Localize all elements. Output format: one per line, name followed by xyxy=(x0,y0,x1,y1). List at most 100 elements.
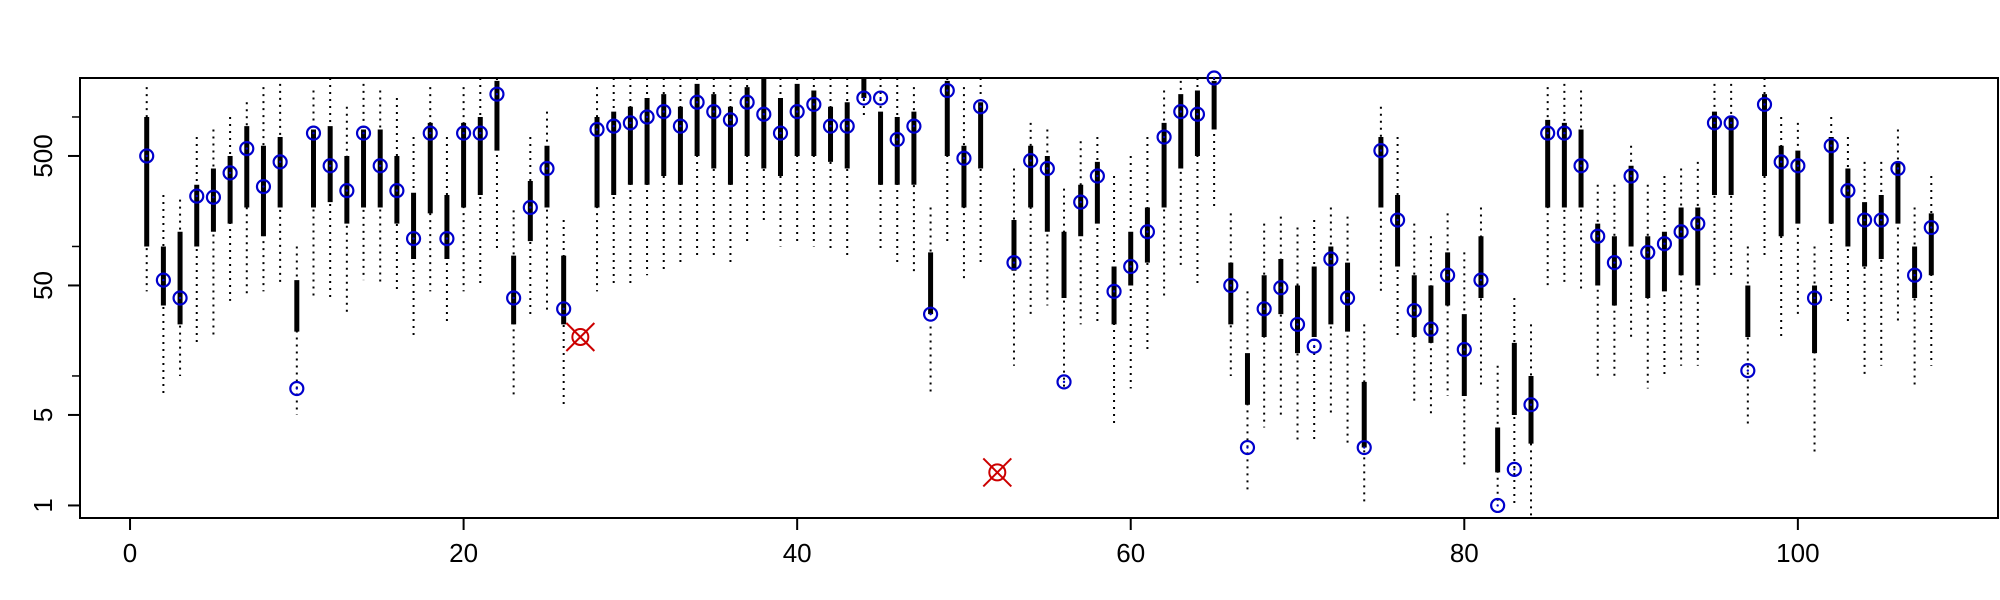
data-point xyxy=(506,290,522,306)
data-point xyxy=(1573,158,1589,174)
data-point xyxy=(1189,106,1206,122)
data-point xyxy=(255,178,272,195)
data-point-center xyxy=(1696,222,1699,225)
data-point xyxy=(1206,70,1222,86)
data-point xyxy=(1523,397,1539,413)
x-axis: 0 20 40 60 80 100 xyxy=(123,518,1820,568)
data-point-center xyxy=(1746,369,1750,372)
data-point-center xyxy=(1112,290,1116,293)
data-point xyxy=(1039,160,1055,177)
data-point-center xyxy=(762,113,766,116)
data-point xyxy=(689,94,705,110)
outlier-point xyxy=(988,463,1007,482)
data-point xyxy=(772,125,789,141)
data-point-center xyxy=(862,96,866,100)
data-point-center xyxy=(812,103,816,106)
data-point xyxy=(856,90,872,106)
data-point xyxy=(1156,129,1172,145)
data-point xyxy=(1023,153,1039,169)
data-point-center xyxy=(679,124,682,128)
data-point xyxy=(339,183,355,199)
data-point-center xyxy=(912,124,916,128)
data-point-center xyxy=(1079,200,1082,204)
data-point xyxy=(822,118,839,134)
data-point xyxy=(172,290,188,306)
data-point xyxy=(1256,301,1272,317)
data-point-center xyxy=(162,278,165,282)
data-point-center xyxy=(729,118,732,122)
data-point-center xyxy=(962,157,966,160)
data-point xyxy=(1506,461,1522,477)
data-point xyxy=(956,150,972,166)
data-point-center xyxy=(1046,167,1049,170)
data-point-center xyxy=(545,167,549,170)
data-point xyxy=(589,121,605,138)
data-point xyxy=(1923,219,1939,236)
data-point xyxy=(1856,212,1873,228)
data-point xyxy=(1273,280,1289,296)
x-tick-label: 100 xyxy=(1776,538,1819,568)
y-tick-label: 5 xyxy=(28,408,58,422)
data-point xyxy=(239,140,255,157)
x-tick-label: 0 xyxy=(123,538,137,568)
data-point-center xyxy=(795,110,799,113)
data-point-center xyxy=(1830,144,1833,147)
data-point xyxy=(1773,154,1789,170)
data-point-center xyxy=(1813,296,1816,300)
data-point-center xyxy=(979,105,982,108)
data-point-center xyxy=(278,160,282,164)
data-point xyxy=(722,112,739,128)
data-point-center xyxy=(1262,307,1266,311)
data-point xyxy=(1890,160,1906,177)
data-point xyxy=(672,118,689,134)
data-point-center xyxy=(445,237,449,240)
data-point-center xyxy=(662,110,665,113)
marker-group xyxy=(139,70,1939,514)
data-point xyxy=(1339,290,1356,306)
data-point xyxy=(1690,216,1706,232)
data-point xyxy=(472,125,488,141)
data-point xyxy=(289,380,305,397)
data-point-center xyxy=(1096,174,1099,178)
data-point-center xyxy=(1579,164,1583,167)
data-point-center xyxy=(1880,218,1883,222)
data-point xyxy=(1223,277,1239,294)
data-point-center xyxy=(745,101,749,104)
data-point-center xyxy=(1613,261,1616,264)
data-point-center xyxy=(479,131,482,135)
data-point-center xyxy=(829,124,832,128)
data-point-center xyxy=(1763,103,1766,106)
data-point-center xyxy=(1329,257,1333,261)
outlier-x-stroke xyxy=(565,322,596,352)
data-point xyxy=(405,231,422,247)
data-point-center xyxy=(1479,278,1483,282)
data-point xyxy=(1423,321,1439,337)
data-point-center xyxy=(1212,76,1216,80)
data-point-center xyxy=(1713,121,1716,125)
data-point xyxy=(1790,158,1806,174)
data-point xyxy=(522,199,538,216)
y-axis: 1 5 50 500 xyxy=(28,116,80,513)
data-point xyxy=(639,109,655,125)
data-point-center xyxy=(178,296,182,300)
data-point-center xyxy=(1729,121,1733,125)
data-point xyxy=(1723,115,1739,131)
data-point-center xyxy=(412,237,415,240)
data-point-center xyxy=(1930,226,1933,229)
data-point-center xyxy=(1146,230,1149,233)
data-point xyxy=(1123,258,1139,275)
data-point xyxy=(806,96,822,113)
data-point xyxy=(1389,212,1406,228)
data-point-center xyxy=(929,312,932,316)
data-point-center xyxy=(1312,344,1316,348)
data-point xyxy=(1056,374,1072,390)
data-point-center xyxy=(1679,230,1683,233)
data-point-center xyxy=(1413,309,1416,312)
data-point-center xyxy=(362,131,365,135)
data-point xyxy=(1640,244,1656,260)
data-point xyxy=(539,160,555,177)
data-point-center xyxy=(1379,149,1383,152)
data-point-center xyxy=(512,296,515,300)
data-point-center xyxy=(379,164,382,167)
